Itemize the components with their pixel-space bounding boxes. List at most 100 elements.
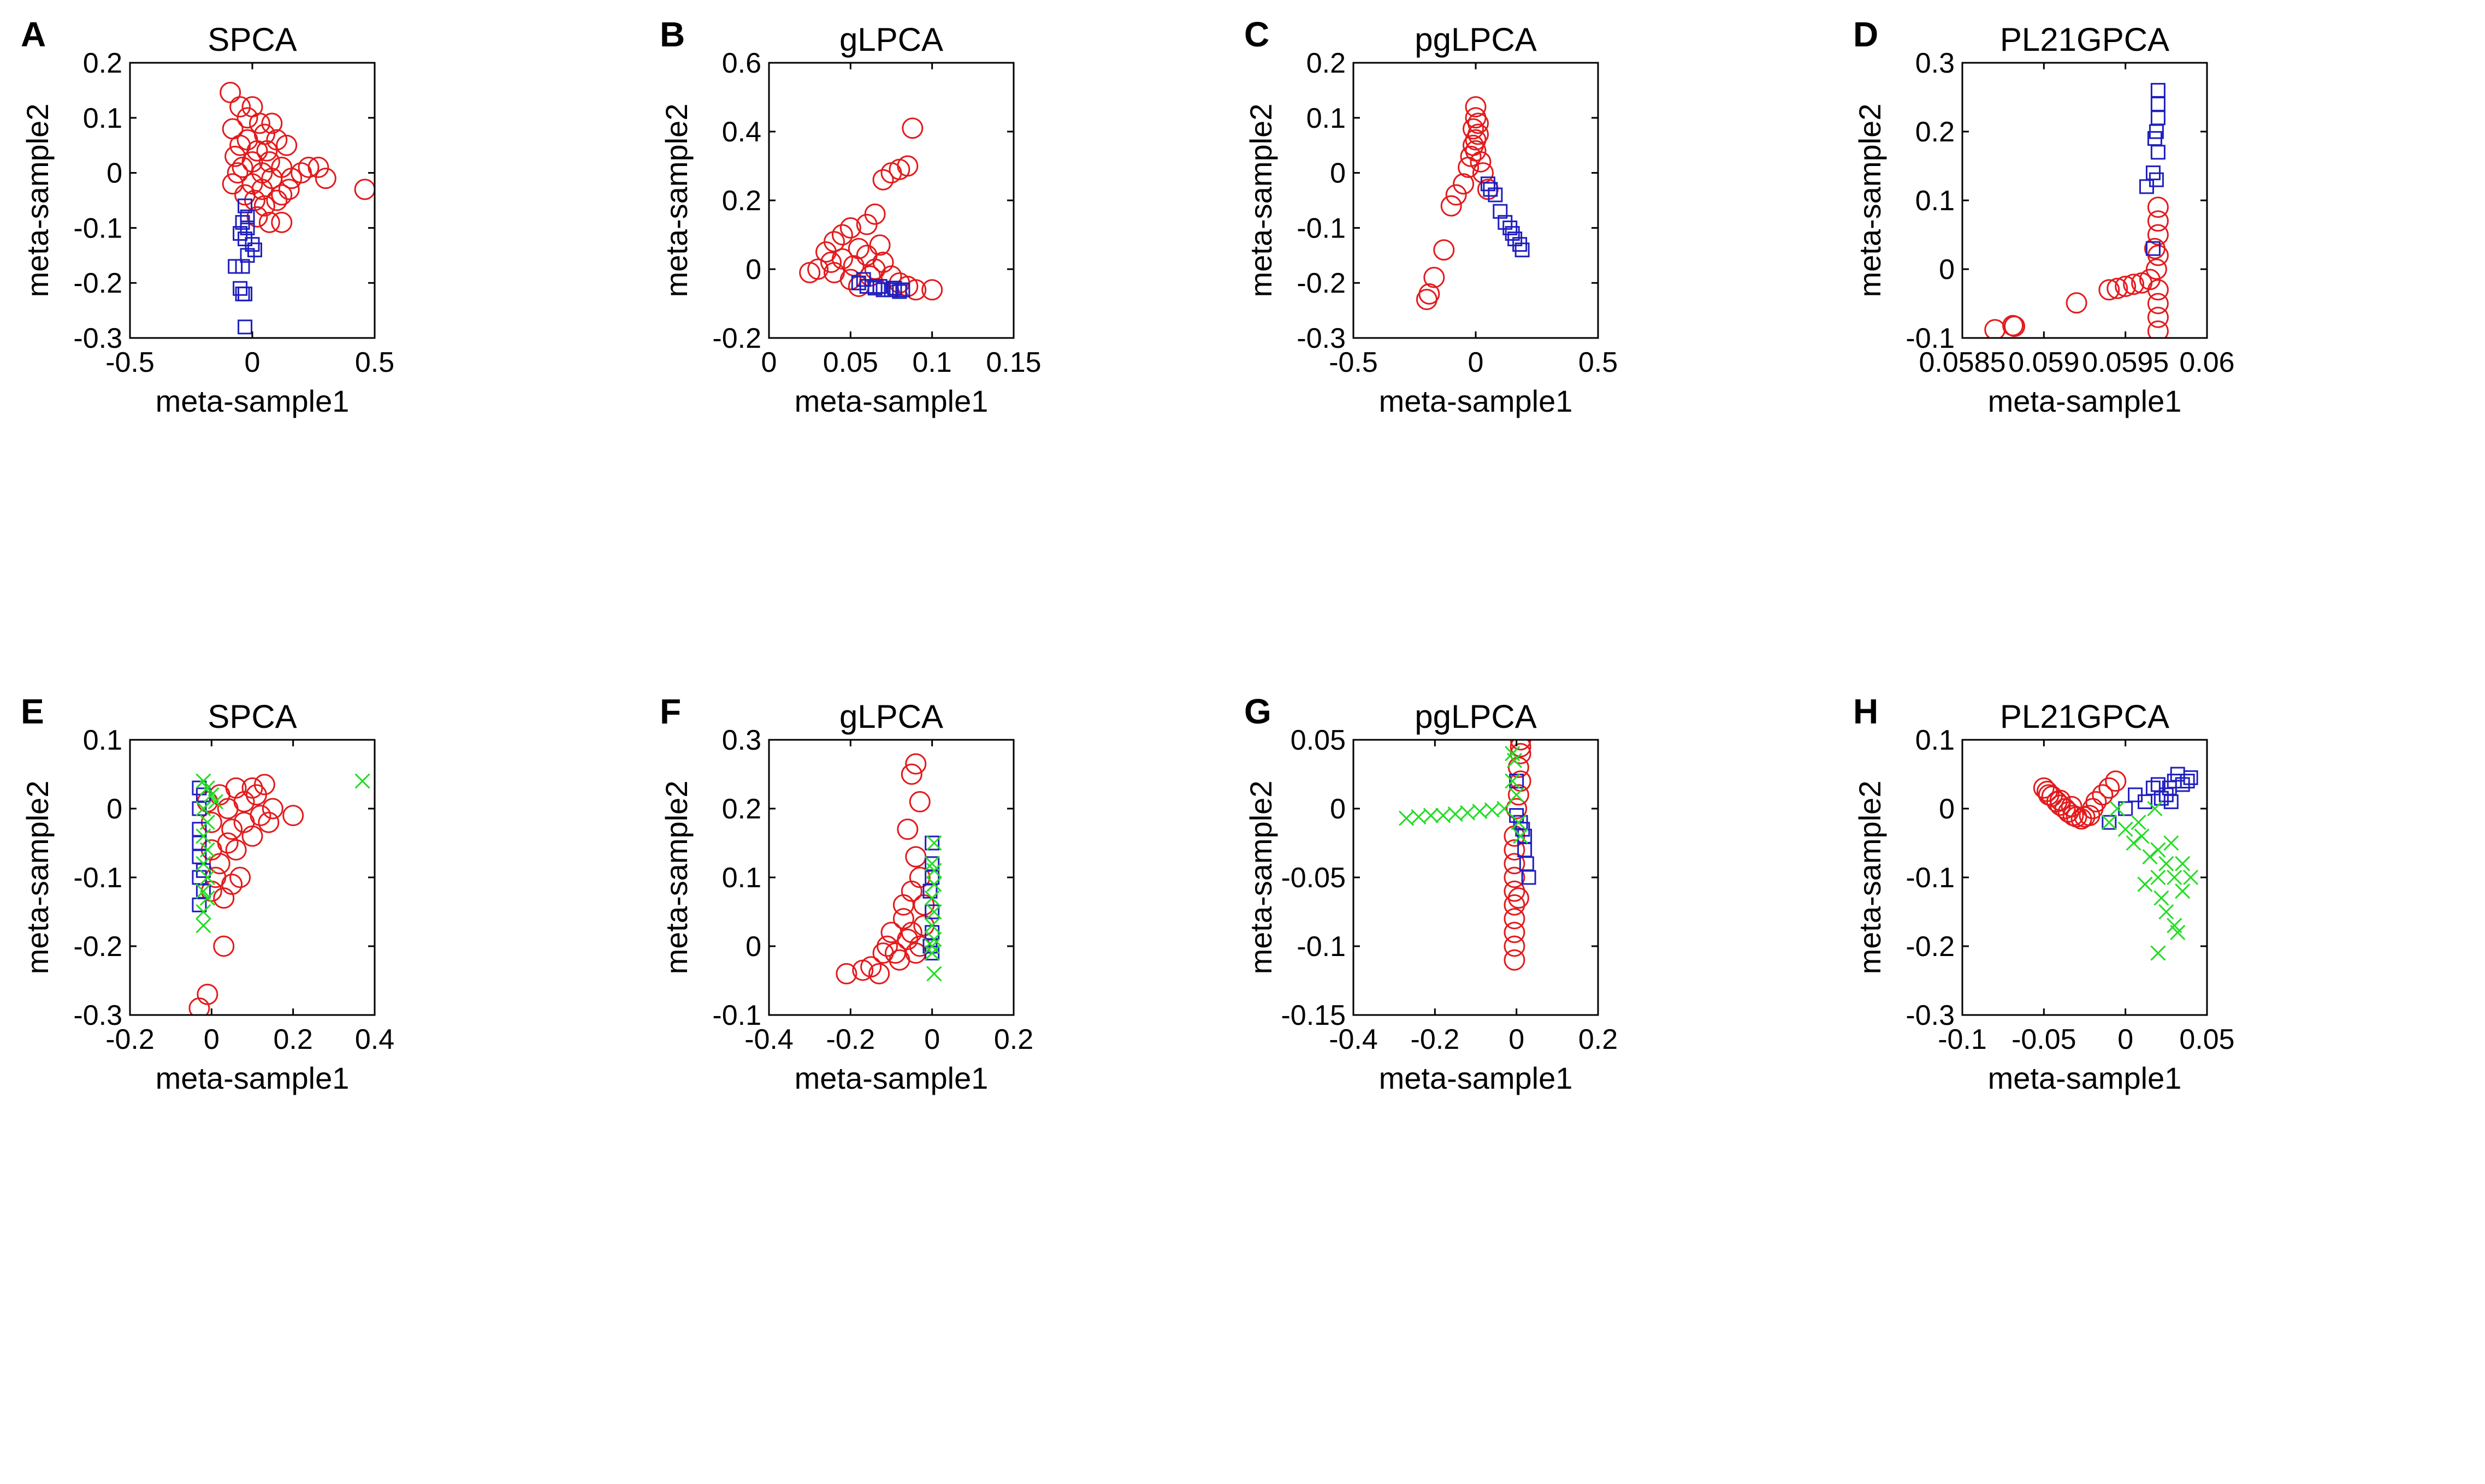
chart-E-ytick-label-4: 0.1 xyxy=(83,725,122,756)
chart-E-series3-point-7 xyxy=(199,842,215,858)
chart-C-series1-point-12 xyxy=(1440,195,1462,217)
chart-G-series1-point-7 xyxy=(1504,839,1525,861)
chart-D-series2-point-8 xyxy=(2150,145,2166,160)
chart-D-xlabel: meta-sample1 xyxy=(1988,384,2182,418)
chart-E-ytick-label-3: 0 xyxy=(106,793,122,825)
chart-B-ytick-label-1: 0 xyxy=(745,254,761,286)
chart-E-series1-point-12 xyxy=(258,811,280,833)
chart-H-series1-point-16 xyxy=(2105,770,2127,792)
chart-G-series1-point-9 xyxy=(1504,866,1525,888)
chart-H-series3-point-16 xyxy=(2163,835,2179,851)
chart-A-title: SPCA xyxy=(208,21,297,58)
chart-B-series1-point-27 xyxy=(820,251,842,273)
chart-F-series3-point-4 xyxy=(926,904,942,920)
chart-C-series2-point-4 xyxy=(1502,220,1518,235)
chart-E-xlabel: meta-sample1 xyxy=(156,1061,350,1095)
chart-H-series3-point-14 xyxy=(2150,945,2166,961)
chart-F-xtick-label-0: -0.4 xyxy=(744,1024,794,1055)
chart-F-series2-point-6 xyxy=(925,856,940,871)
chart-A-series1-point-21 xyxy=(271,184,293,206)
chart-B-series2-point-7 xyxy=(872,279,887,294)
chart-A-series1-point-23 xyxy=(258,211,280,233)
chart-H-xtick-label-3: 0.05 xyxy=(2179,1024,2234,1055)
chart-H-ytick-label-0: -0.3 xyxy=(1906,1000,1955,1031)
chart-H-series3-point-6 xyxy=(2158,856,2174,871)
chart-H-series2-point-11 xyxy=(2128,787,2143,803)
chart-A-ytick-label-3: 0 xyxy=(106,158,122,189)
chart-D-ytick-label-4: 0.3 xyxy=(1915,48,1955,79)
chart-G-series3-point-13 xyxy=(1511,815,1526,830)
chart-A-series2-point-14 xyxy=(240,220,255,235)
chart-C-xtick-label-2: 0.5 xyxy=(1578,347,1618,378)
chart-B-ytick-label-4: 0.6 xyxy=(722,48,761,79)
chart-D-markers xyxy=(1984,82,2169,338)
chart-B-series1-point-4 xyxy=(872,169,894,191)
chart-G-series1-point-5 xyxy=(1506,798,1528,820)
chart-B-series2-point-8 xyxy=(887,281,902,296)
chart-H-series1-point-14 xyxy=(2092,784,2114,806)
chart-B-series1-point-8 xyxy=(831,224,853,246)
chart-C-xlabel: meta-sample1 xyxy=(1379,384,1573,418)
chart-H-series3-point-2 xyxy=(2126,835,2141,851)
chart-A-ytick-label-0: -0.3 xyxy=(73,323,122,354)
chart-B-title: gLPCA xyxy=(839,21,943,58)
chart-C-series1-point-13 xyxy=(1433,239,1455,261)
chart-F-ytick-label-1: 0 xyxy=(745,931,761,963)
chart-D-series1-point-6 xyxy=(2115,276,2137,297)
chart-D-series1-point-14 xyxy=(2147,293,2169,314)
chart-G-series1-point-12 xyxy=(1504,908,1525,930)
chart-H-ytick-label-1: -0.2 xyxy=(1906,931,1955,963)
chart-D-series1-point-18 xyxy=(2147,279,2169,301)
chart-C-series1-point-14 xyxy=(1423,266,1445,288)
chart-A-series2-point-1 xyxy=(240,209,255,224)
chart-E-series3-point-3 xyxy=(204,787,220,803)
chart-A-markers xyxy=(220,81,375,335)
chart-D-xtick-label-0: 0.0585 xyxy=(1919,347,2005,378)
chart-A-series1-point-22 xyxy=(246,206,268,228)
chart-H-series3-point-18 xyxy=(2183,869,2199,886)
chart-F-series3-point-2 xyxy=(926,876,942,892)
chart-B-series1-point-25 xyxy=(869,234,891,256)
chart-G-series3-point-2 xyxy=(1423,808,1439,823)
chart-E-xtick-label-3: 0.4 xyxy=(355,1024,394,1055)
chart-E-markers xyxy=(188,773,370,1015)
chart-B-series1-point-12 xyxy=(807,258,829,280)
chart-B-panel-letter: B xyxy=(660,15,685,54)
chart-F-series1-point-3 xyxy=(897,818,919,840)
chart-E-series3-point-11 xyxy=(196,904,211,920)
chart-F-ytick-label-0: -0.1 xyxy=(712,1000,761,1031)
chart-E-series3-point-0 xyxy=(354,773,370,789)
chart-B-series2-point-2 xyxy=(867,281,883,296)
chart-E-series1-point-8 xyxy=(217,798,239,820)
chart-H-series2-point-12 xyxy=(2102,815,2117,830)
chart-C-ytick-label-0: -0.3 xyxy=(1297,323,1346,354)
chart-C-title: pgLPCA xyxy=(1415,21,1536,58)
chart-F-series3-point-3 xyxy=(924,890,940,906)
chart-D-series1-point-7 xyxy=(2123,274,2145,295)
chart-A-series1-point-17 xyxy=(354,179,375,200)
chart-C-panel-letter: C xyxy=(1244,15,1269,54)
chart-C-ytick-label-1: -0.2 xyxy=(1297,268,1346,299)
chart-C-series2-point-9 xyxy=(1505,225,1520,241)
chart-E-series3-point-6 xyxy=(196,828,211,844)
chart-F-series2-point-3 xyxy=(925,904,940,919)
chart-B-xtick-label-1: 0.05 xyxy=(823,347,878,378)
chart-H-series1-point-17 xyxy=(2038,784,2060,806)
chart-G-xtick-label-2: 0 xyxy=(1508,1024,1524,1055)
chart-G-series2-point-7 xyxy=(1509,774,1524,789)
chart-A-series1-point-31 xyxy=(248,112,270,134)
chart-H-series2-point-8 xyxy=(2150,777,2166,792)
chart-A-xlabel: meta-sample1 xyxy=(156,384,350,418)
chart-A-series2-point-2 xyxy=(235,215,250,230)
chart-A-panel-letter: A xyxy=(21,15,46,54)
chart-E-series3-point-14 xyxy=(199,890,215,906)
chart-D-series1-point-4 xyxy=(2098,279,2120,301)
chart-G-series3-point-5 xyxy=(1460,805,1476,821)
chart-F-series1-point-23 xyxy=(892,894,914,916)
chart-G-ytick-label-4: 0.05 xyxy=(1291,725,1346,756)
chart-F-ylabel: meta-sample2 xyxy=(659,781,694,975)
chart-C-series1-point-17 xyxy=(1445,184,1467,206)
